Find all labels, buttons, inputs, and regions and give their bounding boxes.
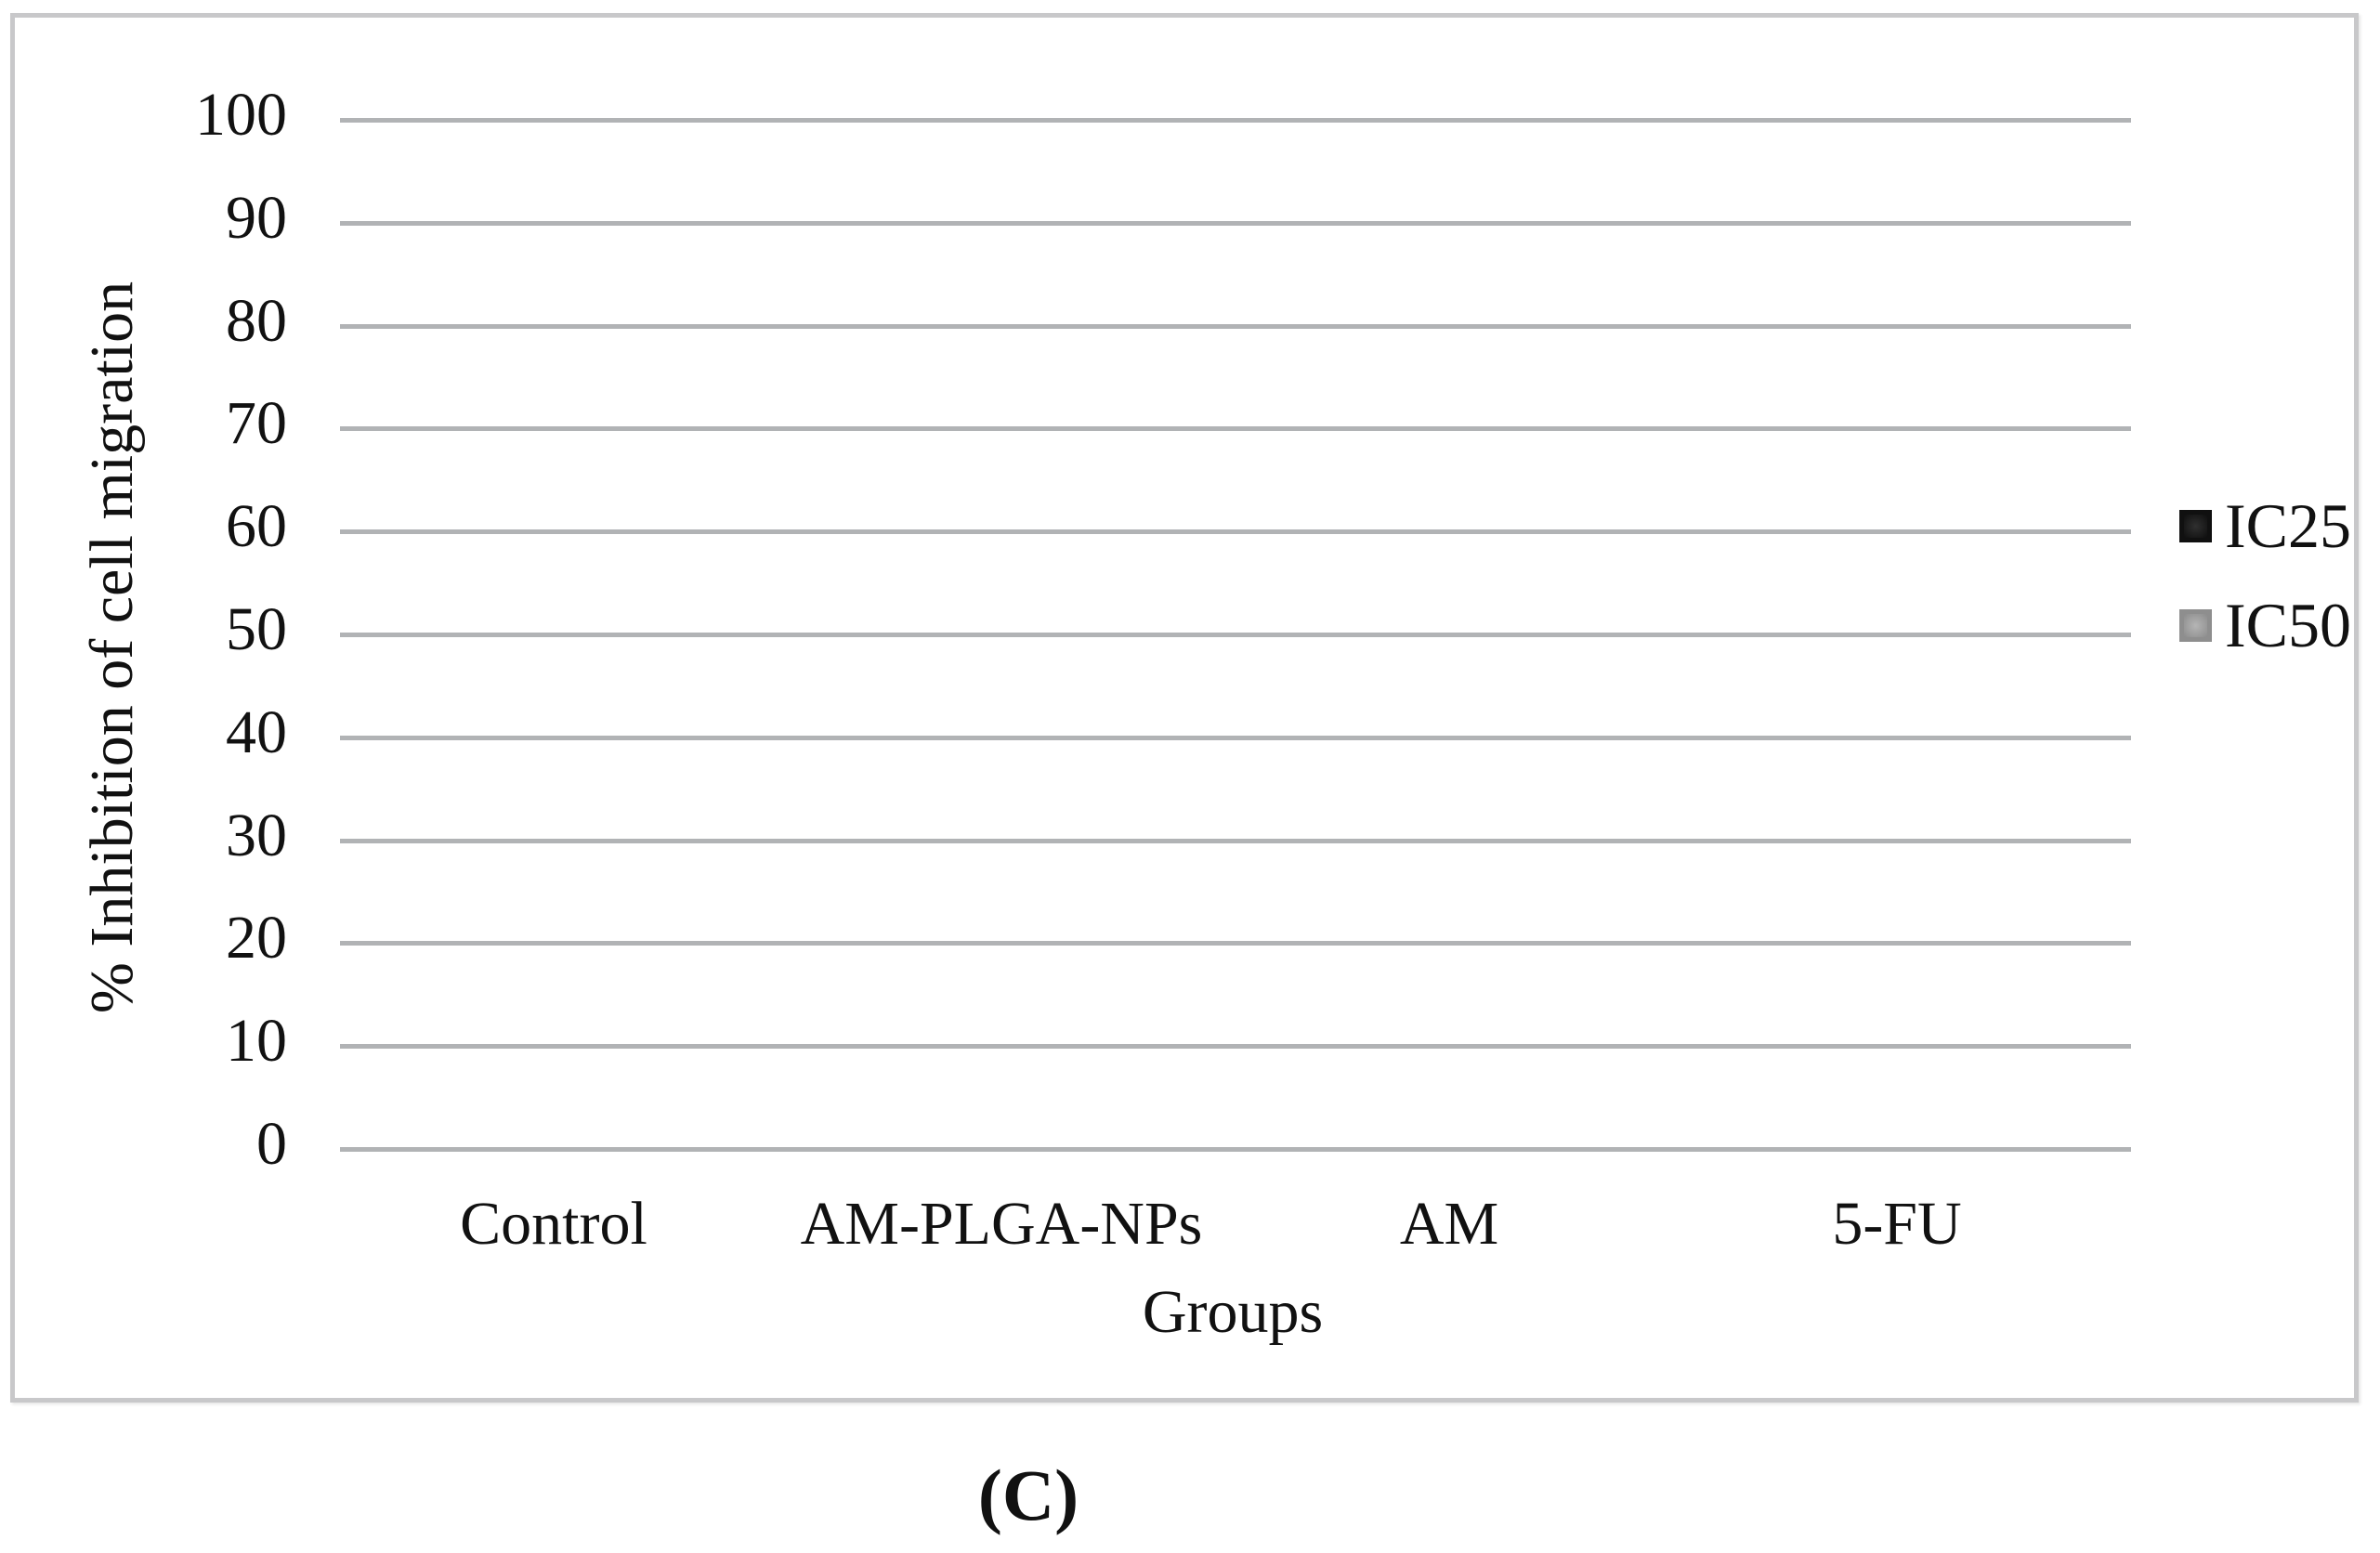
gridline-y60: [340, 529, 2131, 535]
gridline-y70: [340, 426, 2131, 432]
figure-caption: (C): [977, 1455, 1079, 1535]
gridline-y80: [340, 323, 2131, 329]
legend-marker-ic25-icon: [2179, 509, 2212, 542]
y-tick-label-80: 80: [226, 286, 287, 355]
legend-label-IC25: IC25: [2225, 490, 2351, 561]
x-tick-label-1: AM-PLGA-NPs: [800, 1190, 1203, 1258]
legend-label-IC50: IC50: [2225, 590, 2351, 660]
legend-entry-IC25: IC25: [2179, 493, 2351, 558]
y-tick-label-50: 50: [226, 595, 287, 663]
x-axis-title: Groups: [1142, 1278, 1324, 1346]
legend: IC25 IC50: [2179, 493, 2351, 658]
gridline-y100: [340, 118, 2131, 123]
x-tick-label-0: Control: [460, 1190, 647, 1258]
gridline-y20: [340, 941, 2131, 946]
chart-frame: % Inhibition of cell migration Groups IC…: [10, 13, 2359, 1403]
y-tick-label-10: 10: [226, 1007, 287, 1076]
gridline-y50: [340, 633, 2131, 637]
y-tick-label-40: 40: [226, 698, 287, 766]
y-tick-label-100: 100: [195, 81, 287, 149]
gridline-y90: [340, 220, 2131, 226]
y-tick-label-90: 90: [226, 183, 287, 252]
y-tick-label-0: 0: [256, 1110, 287, 1178]
y-tick-label-70: 70: [226, 389, 287, 458]
gridline-y30: [340, 838, 2131, 843]
legend-marker-ic50-icon: [2179, 608, 2212, 642]
gridline-y40: [340, 735, 2131, 740]
y-tick-label-60: 60: [226, 492, 287, 561]
x-tick-label-3: 5-FU: [1832, 1190, 1962, 1258]
y-tick-label-20: 20: [226, 904, 287, 972]
x-tick-label-2: AM: [1399, 1190, 1499, 1258]
gridline-y0: [340, 1147, 2131, 1152]
gridline-y10: [340, 1044, 2131, 1050]
y-tick-label-30: 30: [226, 801, 287, 869]
legend-entry-IC50: IC50: [2179, 593, 2351, 658]
